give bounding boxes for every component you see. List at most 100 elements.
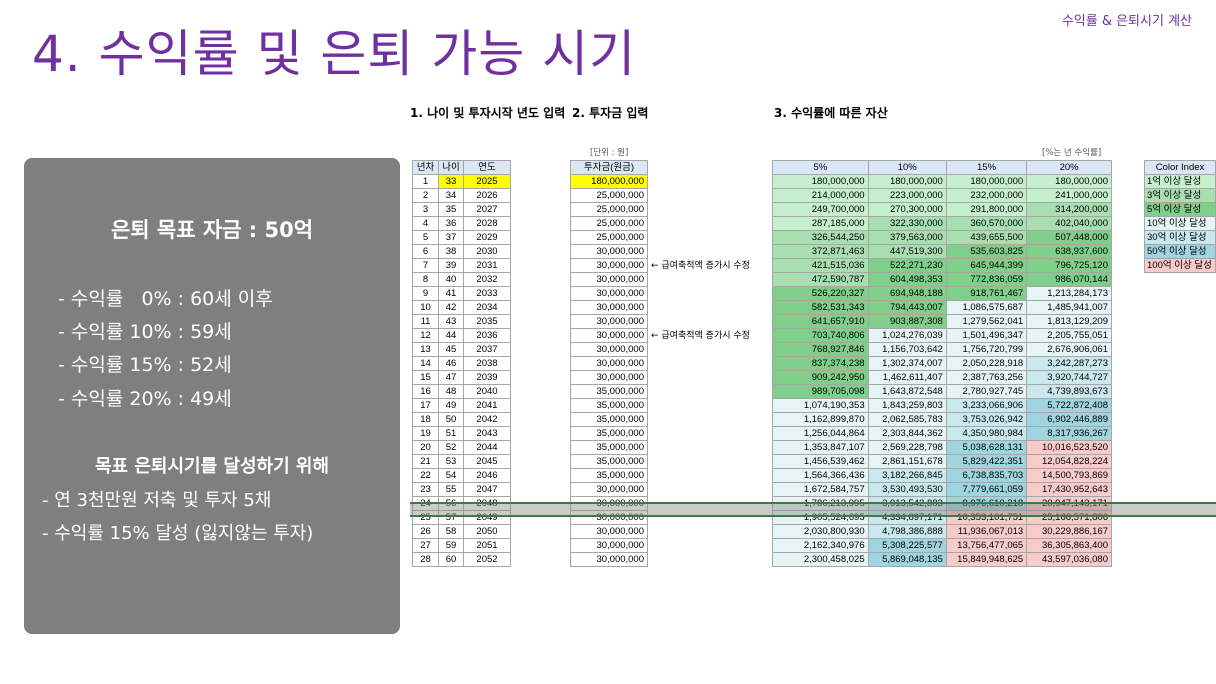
age-table-cell: 2035 bbox=[463, 314, 511, 329]
age-table-cell: 51 bbox=[438, 426, 464, 441]
age-table-cell: 2050 bbox=[463, 524, 511, 539]
table-row: 10억 이상 달성 bbox=[1144, 216, 1216, 231]
asset-cell: 15,849,948,625 bbox=[945, 552, 1028, 567]
investment-cell: 30,000,000 bbox=[570, 356, 648, 371]
asset-cell: 214,000,000 bbox=[772, 188, 869, 203]
age-table-cell: 57 bbox=[438, 510, 464, 525]
asset-cell: 1,162,899,870 bbox=[772, 412, 869, 427]
asset-cell: 2,162,340,976 bbox=[772, 538, 869, 553]
asset-cell: 3,753,026,942 bbox=[945, 412, 1028, 427]
table-row: 30,000,000 bbox=[570, 258, 648, 273]
age-table-cell: 33 bbox=[438, 174, 464, 189]
age-table-cell: 2036 bbox=[463, 328, 511, 343]
asset-cell: 1,672,584,757 bbox=[772, 482, 869, 497]
asset-cell: 291,800,000 bbox=[945, 202, 1028, 217]
summary-panel: 은퇴 목표 자금 : 50억 - 수익률 0% : 60세 이후 - 수익률 1… bbox=[24, 158, 400, 634]
table-row: 30,000,000 bbox=[570, 510, 648, 525]
age-table-cell: 43 bbox=[438, 314, 464, 329]
asset-cell: 1,456,539,462 bbox=[772, 454, 869, 469]
table-row: 25 57 2049 bbox=[412, 510, 511, 525]
asset-cell: 2,050,228,918 bbox=[945, 356, 1028, 371]
age-table-cell: 17 bbox=[412, 398, 439, 413]
table-row: 1,256,044,864 2,303,844,362 4,350,980,984 8… bbox=[772, 426, 1112, 441]
investment-cell: 30,000,000 bbox=[570, 552, 648, 567]
table-row: 526,220,327 694,948,188 918,761,467 1,213,2… bbox=[772, 286, 1112, 301]
table-row: 35,000,000 bbox=[570, 454, 648, 469]
asset-cell: 1,501,496,347 bbox=[945, 328, 1028, 343]
color-index-item: 5억 이상 달성 bbox=[1144, 202, 1216, 217]
age-table-cell: 36 bbox=[438, 216, 464, 231]
table-row: 180,000,000 180,000,000 180,000,000 180,000… bbox=[772, 174, 1112, 189]
table-row: 287,185,000 322,330,000 360,570,000 402,040… bbox=[772, 216, 1112, 231]
asset-cell: 12,054,828,224 bbox=[1026, 454, 1112, 469]
table-row: 4 36 2028 bbox=[412, 216, 511, 231]
investment-cell: 30,000,000 bbox=[570, 342, 648, 357]
age-table-cell: 8 bbox=[412, 272, 439, 287]
age-table-cell: 2037 bbox=[463, 342, 511, 357]
investment-cell: 35,000,000 bbox=[570, 440, 648, 455]
age-table-cell: 1 bbox=[412, 174, 439, 189]
asset-cell: 909,242,950 bbox=[772, 370, 869, 385]
asset-cell: 447,519,300 bbox=[867, 244, 947, 259]
age-table-cell: 54 bbox=[438, 468, 464, 483]
age-table-cell: 10 bbox=[412, 300, 439, 315]
asset-cell: 421,515,036 bbox=[772, 258, 869, 273]
asset-growth-table: 5% 10% 15% 20% 180,000,000 180,000,000 180,00… bbox=[772, 160, 1112, 567]
age-table-cell: 2025 bbox=[463, 174, 511, 189]
rate-unit-label: [%는 년 수익률] bbox=[1042, 148, 1102, 158]
table-row: 20 52 2044 bbox=[412, 440, 511, 455]
age-table-cell: 41 bbox=[438, 286, 464, 301]
table-row: 11 43 2035 bbox=[412, 314, 511, 329]
asset-cell: 645,944,399 bbox=[945, 258, 1028, 273]
asset-cell: 180,000,000 bbox=[867, 174, 947, 189]
asset-cell: 10,353,101,751 bbox=[945, 510, 1028, 525]
age-table-cell: 28 bbox=[412, 552, 439, 567]
age-table-cell: 2047 bbox=[463, 482, 511, 497]
asset-cell: 241,000,000 bbox=[1026, 188, 1112, 203]
asset-cell: 1,256,044,864 bbox=[772, 426, 869, 441]
page-title: 4. 수익률 및 은퇴 가능 시기 bbox=[32, 25, 637, 83]
asset-cell: 11,936,067,013 bbox=[945, 524, 1028, 539]
table-row: 25,000,000 bbox=[570, 230, 648, 245]
asset-cell: 6,902,446,889 bbox=[1026, 412, 1112, 427]
table-row: 1억 이상 달성 bbox=[1144, 174, 1216, 189]
asset-cell: 8,317,936,267 bbox=[1026, 426, 1112, 441]
slide-top-label: 수익률 & 은퇴시기 계산 bbox=[1061, 14, 1192, 29]
asset-cell: 4,350,980,984 bbox=[945, 426, 1028, 441]
table-row: 8 40 2032 bbox=[412, 272, 511, 287]
investment-cell: 35,000,000 bbox=[570, 412, 648, 427]
table-row: 15 47 2039 bbox=[412, 370, 511, 385]
age-table-cell: 4 bbox=[412, 216, 439, 231]
table-row: 214,000,000 223,000,000 232,000,000 241,000… bbox=[772, 188, 1112, 203]
investment-cell: 35,000,000 bbox=[570, 398, 648, 413]
asset-cell: 582,531,343 bbox=[772, 300, 869, 315]
asset-cell: 180,000,000 bbox=[772, 174, 869, 189]
asset-cell: 372,871,463 bbox=[772, 244, 869, 259]
section-heading-assets: 3. 수익률에 따른 자산 bbox=[774, 106, 888, 120]
asset-cell: 1,462,611,407 bbox=[867, 370, 947, 385]
asset-cell: 20,947,143,171 bbox=[1026, 496, 1112, 511]
table-row: 27 59 2051 bbox=[412, 538, 511, 553]
table-row: 180,000,000 bbox=[570, 174, 648, 189]
investment-cell: 30,000,000 bbox=[570, 496, 648, 511]
age-table-cell: 2043 bbox=[463, 426, 511, 441]
age-table-cell: 2029 bbox=[463, 230, 511, 245]
table-row: 13 45 2037 bbox=[412, 342, 511, 357]
table-row: 19 51 2043 bbox=[412, 426, 511, 441]
table-row: 768,927,846 1,156,703,642 1,756,720,799 2,6… bbox=[772, 342, 1112, 357]
asset-cell: 2,030,800,930 bbox=[772, 524, 869, 539]
age-table-cell: 34 bbox=[438, 188, 464, 203]
asset-cell: 3,530,493,530 bbox=[867, 482, 947, 497]
age-table-cell: 2032 bbox=[463, 272, 511, 287]
asset-cell: 1,353,847,107 bbox=[772, 440, 869, 455]
plan-note-saving: - 연 3천만원 저축 및 투자 5채 bbox=[42, 490, 272, 511]
asset-cell: 25,166,571,806 bbox=[1026, 510, 1112, 525]
asset-cell: 43,597,036,080 bbox=[1026, 552, 1112, 567]
table-row: 18 50 2042 bbox=[412, 412, 511, 427]
asset-cell: 360,570,000 bbox=[945, 216, 1028, 231]
asset-cell: 322,330,000 bbox=[867, 216, 947, 231]
table-cutoff bbox=[405, 590, 1216, 604]
table-row: 100억 이상 달성 bbox=[1144, 258, 1216, 273]
investment-cell: 25,000,000 bbox=[570, 216, 648, 231]
section-heading-invest: 2. 투자금 입력 bbox=[572, 106, 649, 120]
